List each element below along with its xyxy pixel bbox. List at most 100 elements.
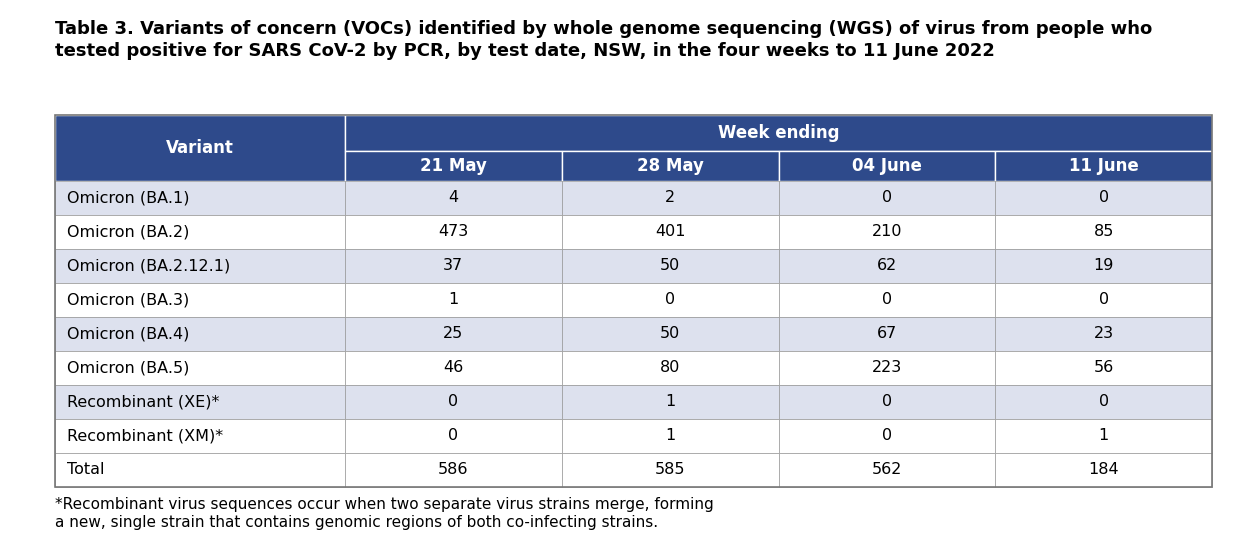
Bar	[561, 317, 779, 351]
Text: 1: 1	[664, 394, 676, 409]
Text: 223: 223	[872, 360, 902, 376]
Bar	[779, 181, 995, 215]
Text: 62: 62	[877, 258, 897, 273]
Text: 0: 0	[882, 394, 892, 409]
Text: Omicron (BA.1): Omicron (BA.1)	[67, 190, 190, 206]
Bar	[779, 317, 995, 351]
Text: 19: 19	[1093, 258, 1114, 273]
Bar	[995, 385, 1212, 419]
Text: 1: 1	[1098, 428, 1109, 443]
Text: 50: 50	[660, 258, 681, 273]
Bar	[995, 317, 1212, 351]
Bar	[345, 385, 561, 419]
Bar	[995, 181, 1212, 215]
Bar	[779, 215, 995, 249]
Text: 585: 585	[655, 463, 686, 478]
Text: 28 May: 28 May	[637, 157, 703, 175]
Text: tested positive for SARS CoV-2 by PCR, by test date, NSW, in the four weeks to 1: tested positive for SARS CoV-2 by PCR, b…	[55, 42, 995, 60]
Bar	[55, 385, 345, 419]
Bar	[55, 453, 345, 487]
Text: 85: 85	[1093, 224, 1114, 239]
Bar	[55, 351, 345, 385]
Text: 0: 0	[882, 190, 892, 206]
Text: 21 May: 21 May	[420, 157, 487, 175]
Text: 184: 184	[1088, 463, 1119, 478]
Bar	[995, 351, 1212, 385]
Bar	[561, 351, 779, 385]
Text: 23: 23	[1093, 327, 1114, 342]
Text: 80: 80	[660, 360, 681, 376]
Bar	[561, 181, 779, 215]
Bar	[561, 385, 779, 419]
Bar	[345, 215, 561, 249]
Bar	[779, 351, 995, 385]
Text: 0: 0	[1099, 293, 1109, 308]
Text: Omicron (BA.2.12.1): Omicron (BA.2.12.1)	[67, 258, 230, 273]
Bar	[55, 317, 345, 351]
Text: 04 June: 04 June	[852, 157, 922, 175]
Bar	[995, 283, 1212, 317]
Text: 473: 473	[438, 224, 468, 239]
Text: 0: 0	[448, 394, 458, 409]
Bar	[55, 283, 345, 317]
Bar	[561, 453, 779, 487]
Text: a new, single strain that contains genomic regions of both co-infecting strains.: a new, single strain that contains genom…	[55, 515, 658, 530]
Bar	[55, 115, 1212, 487]
Bar	[995, 453, 1212, 487]
Text: 46: 46	[443, 360, 463, 376]
Text: 11 June: 11 June	[1069, 157, 1139, 175]
Text: 1: 1	[664, 428, 676, 443]
Bar	[561, 249, 779, 283]
Text: Recombinant (XE)*: Recombinant (XE)*	[67, 394, 220, 409]
Bar	[345, 453, 561, 487]
Bar	[995, 215, 1212, 249]
Bar	[345, 181, 561, 215]
Text: Omicron (BA.3): Omicron (BA.3)	[67, 293, 189, 308]
Text: Week ending: Week ending	[718, 124, 840, 142]
Text: 37: 37	[443, 258, 463, 273]
Bar	[995, 419, 1212, 453]
Text: 586: 586	[438, 463, 468, 478]
Bar	[55, 249, 345, 283]
Bar	[345, 115, 1212, 151]
Bar	[561, 151, 779, 181]
Bar	[779, 453, 995, 487]
Bar	[55, 215, 345, 249]
Bar	[561, 283, 779, 317]
Bar	[345, 419, 561, 453]
Bar	[561, 215, 779, 249]
Text: 1: 1	[448, 293, 458, 308]
Text: 56: 56	[1093, 360, 1114, 376]
Bar	[345, 151, 561, 181]
Bar	[345, 283, 561, 317]
Text: Omicron (BA.5): Omicron (BA.5)	[67, 360, 189, 376]
Text: 0: 0	[664, 293, 676, 308]
Text: Omicron (BA.4): Omicron (BA.4)	[67, 327, 189, 342]
Text: 4: 4	[448, 190, 458, 206]
Bar	[779, 385, 995, 419]
Text: 67: 67	[877, 327, 897, 342]
Text: 401: 401	[655, 224, 686, 239]
Text: 0: 0	[882, 428, 892, 443]
Text: Table 3. Variants of concern (VOCs) identified by whole genome sequencing (WGS) : Table 3. Variants of concern (VOCs) iden…	[55, 20, 1153, 38]
Bar	[55, 419, 345, 453]
Bar	[995, 151, 1212, 181]
Text: 2: 2	[664, 190, 676, 206]
Text: Recombinant (XM)*: Recombinant (XM)*	[67, 428, 224, 443]
Bar	[55, 115, 345, 181]
Text: 50: 50	[660, 327, 681, 342]
Bar	[345, 351, 561, 385]
Text: Total: Total	[67, 463, 104, 478]
Text: Omicron (BA.2): Omicron (BA.2)	[67, 224, 189, 239]
Text: 0: 0	[1099, 394, 1109, 409]
Text: 0: 0	[882, 293, 892, 308]
Bar	[779, 151, 995, 181]
Text: 0: 0	[1099, 190, 1109, 206]
Text: *Recombinant virus sequences occur when two separate virus strains merge, formin: *Recombinant virus sequences occur when …	[55, 497, 714, 512]
Bar	[995, 249, 1212, 283]
Bar	[345, 317, 561, 351]
Bar	[779, 249, 995, 283]
Text: 210: 210	[872, 224, 902, 239]
Text: 25: 25	[443, 327, 463, 342]
Text: 562: 562	[872, 463, 902, 478]
